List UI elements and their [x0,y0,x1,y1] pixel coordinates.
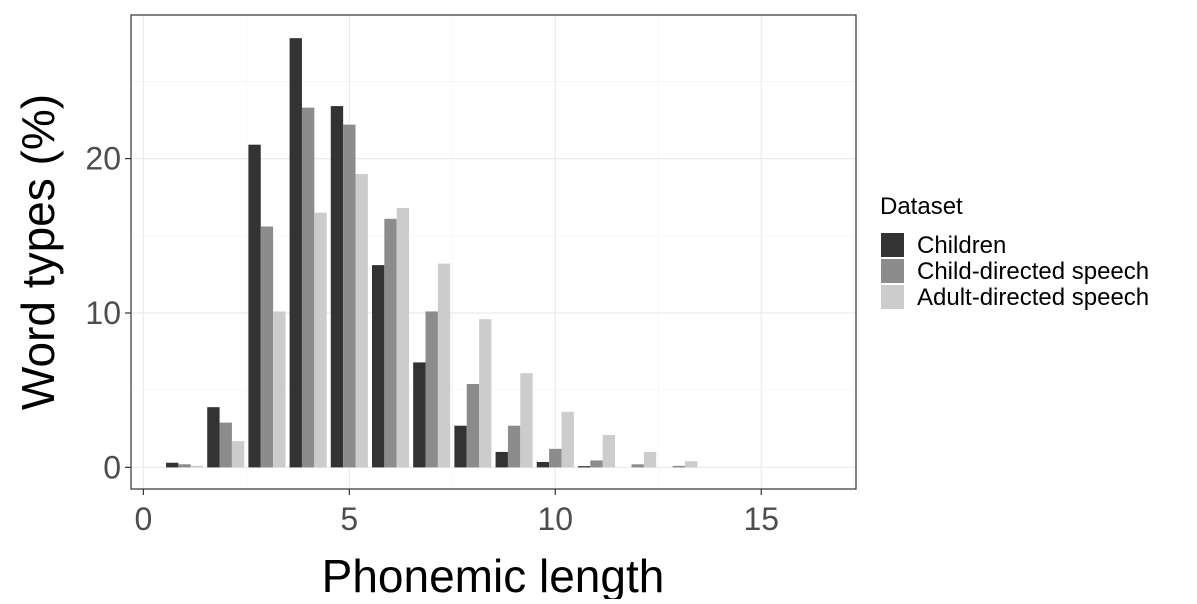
bar-adult-directed-speech-1 [190,465,204,468]
bar-child-directed-speech-6 [384,218,397,468]
bar-children-2 [207,407,220,468]
bar-children-9 [495,451,508,468]
bar-adult-directed-speech-10 [561,411,574,468]
bar-child-directed-speech-3 [260,226,274,468]
bar-children-10 [536,461,550,468]
plot-background [131,15,856,489]
legend-label-adult-directed-speech: Adult-directed speech [917,284,1149,311]
bar-adult-directed-speech-6 [396,208,410,468]
bar-children-3 [248,144,261,468]
bar-child-directed-speech-4 [301,107,315,468]
bar-child-directed-speech-7 [425,311,438,468]
bar-adult-directed-speech-11 [602,434,616,468]
y-tick-label: 20 [85,141,121,177]
bar-adult-directed-speech-3 [273,311,286,468]
legend-title: Dataset [880,193,963,220]
bar-child-directed-speech-13 [672,465,686,468]
legend-key-child-directed-speech [881,259,904,283]
bar-adult-directed-speech-12 [643,451,657,468]
x-tick-label: 5 [340,501,358,537]
bar-child-directed-speech-1 [178,464,191,468]
bar-children-8 [454,425,467,468]
bar-adult-directed-speech-5 [355,174,368,468]
legend-label-child-directed-speech: Child-directed speech [917,258,1149,285]
bar-adult-directed-speech-13 [685,461,698,468]
bar-adult-directed-speech-2 [231,441,245,468]
bars [166,38,698,468]
bar-child-directed-speech-10 [549,448,562,468]
bar-child-directed-speech-2 [219,422,232,468]
x-tick-label: 10 [537,501,573,537]
bar-children-5 [330,106,344,468]
y-tick-label: 10 [85,295,121,331]
bar-adult-directed-speech-9 [520,373,533,468]
bar-adult-directed-speech-8 [479,319,492,468]
y-axis-ticks: 0 10 20 [85,141,131,485]
bar-adult-directed-speech-4 [314,212,327,468]
y-tick-label: 0 [103,449,121,485]
x-tick-label: 15 [743,501,779,537]
x-tick-label: 0 [134,501,152,537]
bar-children-4 [289,38,302,468]
bar-adult-directed-speech-7 [437,263,451,468]
x-axis-ticks: 0 5 10 15 [134,489,779,537]
bar-child-directed-speech-9 [507,425,521,468]
bar-child-directed-speech-11 [590,460,603,468]
bar-child-directed-speech-8 [466,384,480,468]
bar-children-7 [413,362,426,468]
legend-label-children: Children [917,232,1006,259]
bar-child-directed-speech-12 [631,464,644,468]
bar-children-11 [577,466,591,468]
bar-children-6 [371,265,385,468]
bar-child-directed-speech-5 [343,124,356,468]
plot-border [130,14,857,490]
x-axis-title: Phonemic length [322,550,665,599]
legend-key-adult-directed-speech [881,285,904,309]
bar-children-1 [166,462,179,468]
legend-key-children [881,233,904,257]
y-axis-title: Word types (%) [12,94,64,410]
